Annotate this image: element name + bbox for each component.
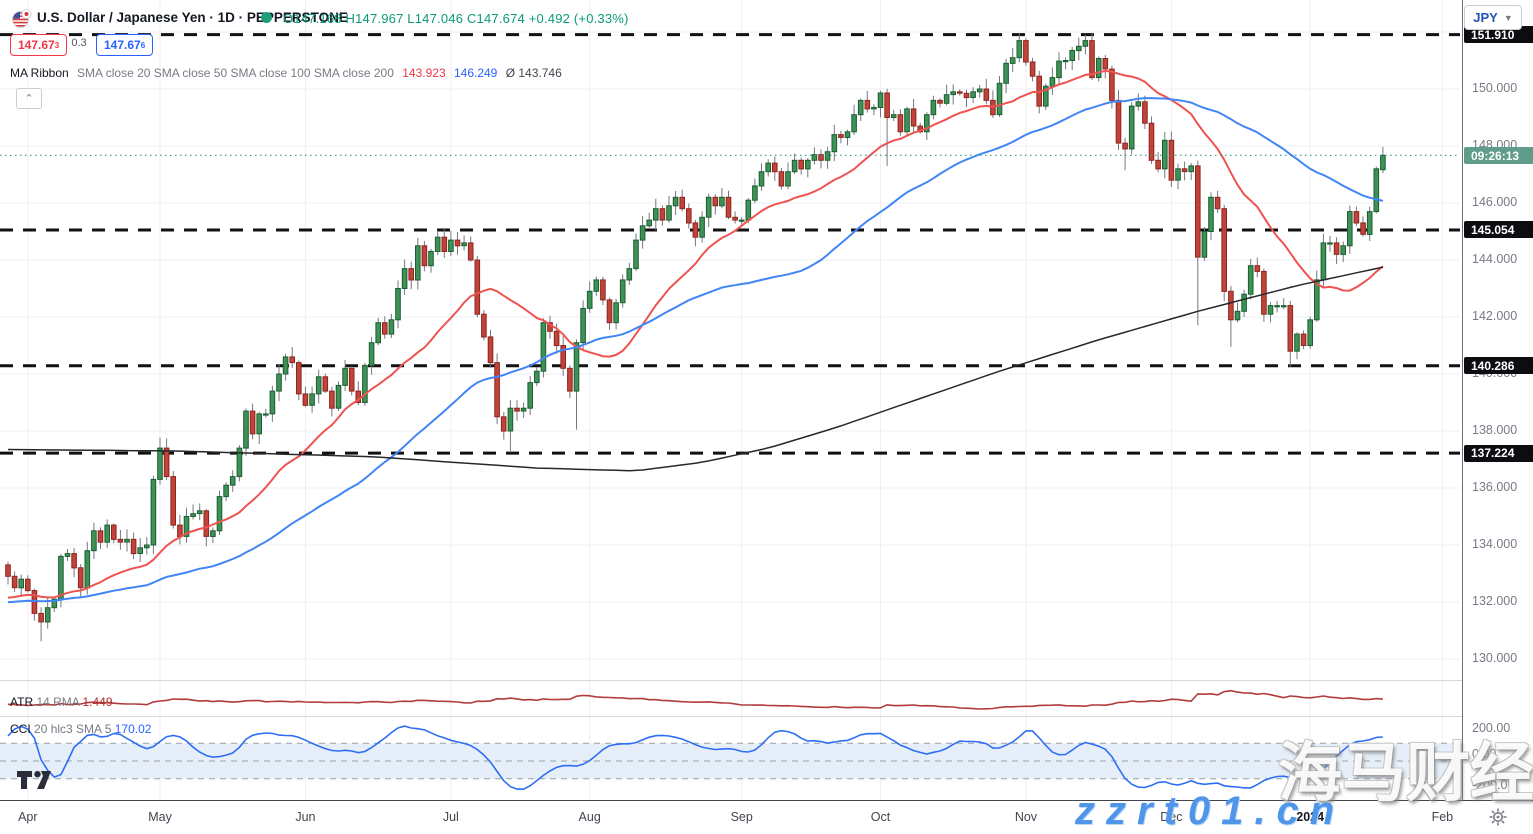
price-tick-label: 134.000 <box>1472 537 1518 551</box>
currency-label: JPY <box>1473 10 1498 25</box>
cci-tick-label: 0.00 <box>1472 747 1497 761</box>
cci-tick-label: 200.00 <box>1472 721 1511 735</box>
time-axis-label: Dec <box>1160 810 1183 824</box>
level-price-label: 137.224 <box>1464 444 1533 462</box>
collapse-legend-button[interactable]: ⌃ <box>16 88 42 109</box>
currency-select[interactable]: JPY ▼ <box>1464 5 1522 30</box>
cci-legend[interactable]: CCI 20 hlc3 SMA 5 170.02 <box>10 722 151 736</box>
cci-tick-label: -200.00 <box>1472 778 1515 792</box>
atr-legend[interactable]: ATR 14 RMA 1.449 <box>10 695 113 709</box>
buy-button[interactable]: 147.67 6 <box>96 34 154 56</box>
ma-ribbon-value-sma20: 143.923 <box>402 66 446 80</box>
usdjpy-pair-icon <box>12 9 32 28</box>
price-level-lines <box>0 33 1460 455</box>
grid-layer <box>0 0 1460 800</box>
time-axis-label: May <box>148 810 172 824</box>
cci-value: 170.02 <box>114 722 152 736</box>
price-tick-label: 136.000 <box>1472 480 1518 494</box>
sell-price-sup: 3 <box>54 40 60 50</box>
time-axis-label: 2024 <box>1296 810 1325 824</box>
chevron-up-icon: ⌃ <box>24 93 34 105</box>
gear-icon[interactable] <box>1487 806 1509 828</box>
ma-ribbon-legend[interactable]: MA Ribbon SMA close 20 SMA close 50 SMA … <box>10 66 567 80</box>
ohlc-values: O147.168 H147.967 L147.046 C147.674 +0.4… <box>283 11 629 26</box>
price-tick-label: 138.000 <box>1472 423 1518 437</box>
price-axis[interactable]: 150.000148.000146.000144.000142.000140.0… <box>1462 0 1533 800</box>
price-tick-label: 144.000 <box>1472 252 1518 266</box>
price-tick-label: 132.000 <box>1472 594 1518 608</box>
atr-line <box>7 689 1383 710</box>
price-tick-label: 150.000 <box>1472 81 1518 95</box>
level-price-label: 151.910 <box>1464 26 1533 44</box>
price-chart-svg[interactable] <box>0 0 1462 805</box>
time-axis-label: Sep <box>730 810 753 824</box>
time-axis[interactable]: Apr May Jun Jul Aug Sep Oct Nov Dec 2024 Feb <box>0 800 1533 831</box>
sma20-line <box>7 69 1384 599</box>
time-axis-label: Apr <box>18 810 38 824</box>
cci-params: 20 hlc3 SMA 5 <box>34 722 112 736</box>
time-axis-label: Oct <box>870 810 891 824</box>
time-axis-label: Feb <box>1431 810 1454 824</box>
buy-price-sup: 6 <box>140 40 146 50</box>
chevron-down-icon: ▼ <box>1503 12 1513 23</box>
time-axis-label: Jun <box>295 810 316 824</box>
tradingview-logo[interactable] <box>16 770 68 790</box>
ma-ribbon-name: MA Ribbon <box>10 66 69 80</box>
ma-ribbon-value-average: Ø 143.746 <box>505 66 562 80</box>
time-axis-label: Aug <box>578 810 601 824</box>
sma50-line <box>7 97 1384 604</box>
time-axis-label: Nov <box>1014 810 1038 824</box>
sell-price: 147.67 <box>18 38 55 52</box>
cci-name: CCI <box>10 722 31 736</box>
atr-name: ATR <box>10 695 34 709</box>
candles-layer <box>5 32 1386 642</box>
cci-line <box>7 725 1383 791</box>
ma-ribbon-params: SMA close 20 SMA close 50 SMA close 100 … <box>77 66 394 80</box>
buy-price: 147.67 <box>104 38 141 52</box>
atr-params: 14 RMA <box>36 695 80 709</box>
sell-button[interactable]: 147.67 3 <box>10 34 68 56</box>
price-tick-label: 146.000 <box>1472 195 1518 209</box>
bar-countdown-label[interactable]: 09:26:13 <box>1464 147 1533 164</box>
level-price-label: 145.054 <box>1464 221 1533 239</box>
price-tick-label: 142.000 <box>1472 309 1518 323</box>
spread-value: 0.3 <box>71 37 87 49</box>
time-axis-label: Jul <box>442 810 459 824</box>
ma-ribbon-value-sma50: 146.249 <box>453 66 498 80</box>
sma200-line <box>7 266 1384 472</box>
atr-value: 1.449 <box>82 695 113 709</box>
market-status-dot <box>261 12 272 23</box>
level-price-label: 140.286 <box>1464 357 1533 375</box>
price-tick-label: 130.000 <box>1472 651 1518 665</box>
